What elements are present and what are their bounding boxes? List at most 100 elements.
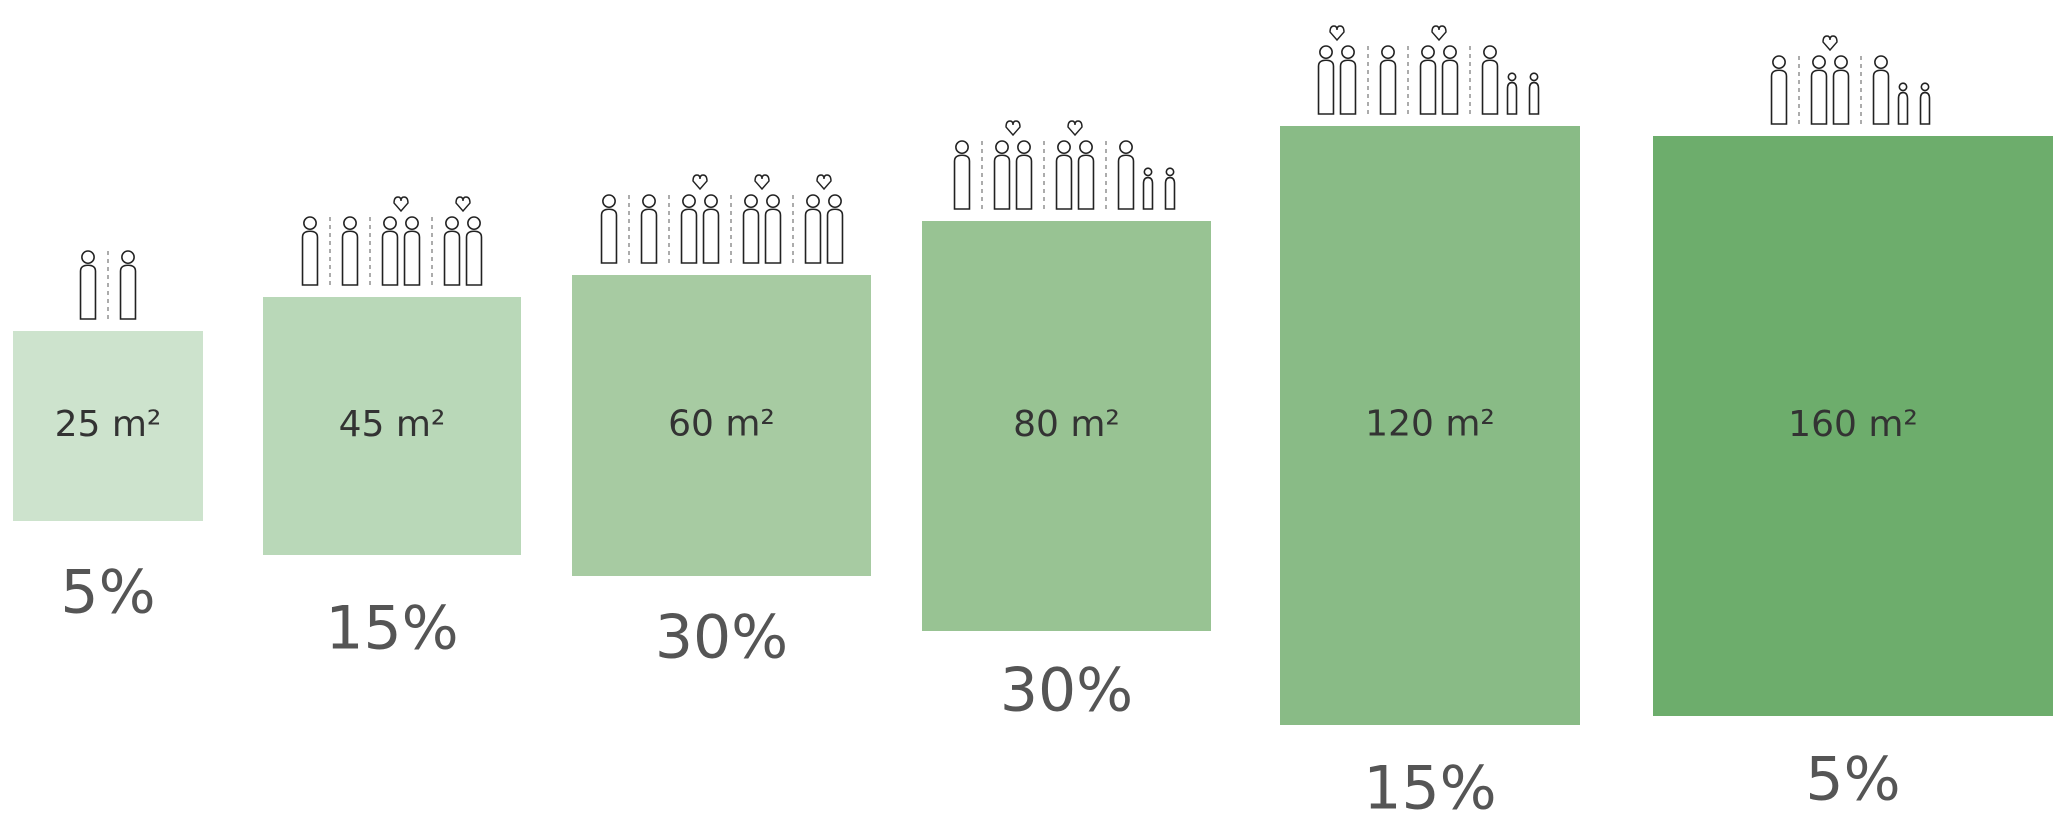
person-head	[642, 194, 656, 209]
unit-share: 5%	[60, 558, 155, 628]
unit-box	[572, 275, 871, 576]
person-head	[744, 194, 758, 209]
unit-area: 60 m²	[668, 404, 775, 445]
person-head	[1341, 45, 1355, 60]
person-body	[1832, 69, 1850, 125]
heart	[1431, 25, 1447, 42]
person-head	[445, 216, 459, 231]
unit-area: 120 m²	[1365, 404, 1495, 445]
person-body	[640, 208, 658, 264]
household-icons	[79, 250, 137, 320]
person-body	[381, 230, 399, 286]
person-body	[1419, 59, 1437, 115]
person-body	[742, 208, 760, 264]
unit-share: 5%	[1805, 745, 1900, 815]
unit: 45 m² 15%	[263, 196, 521, 664]
unit-box	[1653, 136, 2053, 716]
heart	[1005, 120, 1021, 137]
heart	[692, 174, 708, 191]
person-head	[1443, 45, 1457, 60]
person-body	[79, 264, 97, 320]
person-body	[1872, 69, 1890, 125]
person-head	[1834, 55, 1848, 70]
person-body	[1481, 59, 1499, 115]
unit: 120 m² 15%	[1280, 25, 1580, 822]
person-body	[993, 154, 1011, 210]
person-body	[1142, 176, 1154, 210]
person-head	[303, 216, 317, 231]
person-head	[1483, 45, 1497, 60]
person-body	[1015, 154, 1033, 210]
person-body	[1164, 176, 1176, 210]
person-body	[1506, 81, 1518, 115]
person-body	[1055, 154, 1073, 210]
person-body	[1919, 91, 1931, 125]
person-body	[1339, 59, 1357, 115]
person-body	[1317, 59, 1335, 115]
person-body	[341, 230, 359, 286]
household-icons	[301, 196, 483, 286]
person-body	[702, 208, 720, 264]
person-head	[828, 194, 842, 209]
person-head	[405, 216, 419, 231]
person-body	[1379, 59, 1397, 115]
unit-box	[13, 331, 203, 521]
person-head	[995, 140, 1009, 155]
person-body	[1528, 81, 1540, 115]
person-body	[1441, 59, 1459, 115]
person-body	[600, 208, 618, 264]
person-body	[119, 264, 137, 320]
person-head	[1898, 82, 1908, 92]
heart	[1067, 120, 1083, 137]
household-icons	[600, 174, 844, 264]
person-body	[1810, 69, 1828, 125]
unit-share: 15%	[325, 594, 458, 664]
unit-box	[263, 297, 521, 555]
heart	[455, 196, 471, 213]
person-body	[1077, 154, 1095, 210]
person-head	[1165, 167, 1175, 177]
person-head	[121, 250, 135, 265]
person-body	[953, 154, 971, 210]
person-body	[680, 208, 698, 264]
person-head	[1319, 45, 1333, 60]
person-head	[81, 250, 95, 265]
person-head	[1381, 45, 1395, 60]
unit-area: 45 m²	[339, 404, 446, 445]
unit-box	[1280, 126, 1580, 725]
person-head	[1421, 45, 1435, 60]
household-icons	[953, 120, 1176, 210]
person-head	[383, 216, 397, 231]
person-body	[1897, 91, 1909, 125]
person-head	[1772, 55, 1786, 70]
unit: 160 m² 5%	[1653, 35, 2053, 815]
unit-share: 30%	[1000, 656, 1133, 726]
heart	[1822, 35, 1838, 52]
person-head	[766, 194, 780, 209]
person-body	[301, 230, 319, 286]
person-head	[1874, 55, 1888, 70]
heart	[816, 174, 832, 191]
person-head	[1920, 82, 1930, 92]
unit-share: 30%	[655, 603, 788, 673]
person-head	[1529, 72, 1539, 82]
unit: 60 m² 30%	[572, 174, 871, 673]
unit: 80 m² 30%	[922, 120, 1211, 726]
person-body	[1117, 154, 1135, 210]
unit-area: 25 m²	[55, 404, 162, 445]
household-icons	[1317, 25, 1540, 115]
person-head	[1017, 140, 1031, 155]
person-body	[1770, 69, 1788, 125]
person-head	[682, 194, 696, 209]
person-head	[467, 216, 481, 231]
unit: 25 m² 5%	[13, 250, 203, 628]
unit-area: 160 m²	[1788, 404, 1918, 445]
unit-box	[922, 221, 1211, 631]
person-head	[602, 194, 616, 209]
heart	[1329, 25, 1345, 42]
person-body	[826, 208, 844, 264]
person-body	[465, 230, 483, 286]
unit-share: 15%	[1363, 754, 1496, 822]
person-head	[704, 194, 718, 209]
